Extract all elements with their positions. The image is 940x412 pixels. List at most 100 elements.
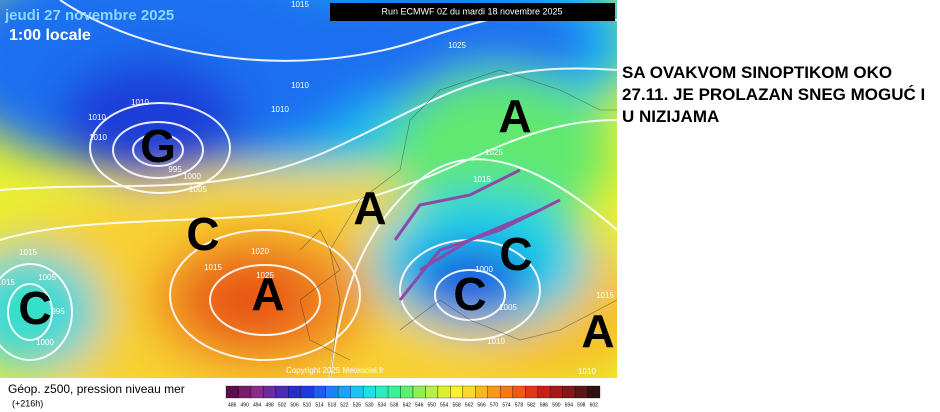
map-field: Run ECMWF 0Z du mardi 18 novembre 2025 j… [0,0,617,378]
isobar-label: 1010 [131,98,149,107]
center-letter: C [499,228,532,280]
isobar-label: 1010 [578,367,596,376]
colorbar-swatch [313,385,326,399]
center-letter: A [353,182,386,234]
date-label: jeudi 27 novembre 2025 [4,7,174,24]
isobar-label: 995 [168,165,182,174]
center-letter: C [18,282,51,334]
colorbar-label: 582 [527,402,536,408]
legend-title: Géop. z500, pression niveau mer [8,382,185,396]
colorbar-label: 554 [440,402,449,408]
pressure-centers: G C A A C C A C A [18,90,614,357]
isobar-label: 1020 [251,247,269,256]
colorbar-label: 490 [241,402,250,408]
colorbar-label: 538 [390,402,399,408]
center-letter: A [581,305,614,357]
colorbar-label: 590 [552,402,561,408]
isobar-label: 1015 [291,0,309,9]
colorbar-label: 522 [340,402,349,408]
colorbar-label: 586 [540,402,549,408]
center-letter: G [140,120,176,172]
colorbar-swatch [562,385,576,399]
colorbar-swatch [338,385,351,399]
colorbar-label: 602 [590,402,599,408]
colorbar-label: 566 [477,402,486,408]
colorbar-label: 510 [303,402,312,408]
colorbar-swatch [450,385,464,399]
isobar-label: 1005 [499,303,517,312]
colorbar-label: 502 [278,402,287,408]
colorbar-swatch [462,385,476,399]
isobar-label: 1010 [271,105,289,114]
colorbar-swatch [362,385,376,399]
colorbar-swatch [300,385,314,399]
isobar-label: 1010 [487,337,505,346]
colorbar-swatch [275,385,289,399]
coastlines [299,69,617,378]
center-letter: A [251,268,284,320]
isobar-label: 1015 [19,248,37,257]
colorbar: 486 490 494 498 502 506 510 514 518 522 526 530 534 5… [225,385,601,408]
colorbar-swatch [375,385,389,399]
time-label: 1:00 locale [9,27,91,44]
center-letter: A [498,90,531,142]
colorbar-swatch [400,385,414,399]
isobar-label: 1000 [36,338,54,347]
snow-lines [393,168,561,301]
colorbar-label: 574 [502,402,511,408]
legend-lead: (+216h) [12,398,43,408]
isobar-label: 995 [51,307,65,316]
colorbar-swatch [425,385,439,399]
isobar-lines [0,0,617,378]
colorbar-label: 506 [290,402,299,408]
isobar-labels: 1010 1010 1010 1010 1010 995 1000 1005 1… [0,0,614,376]
isobar-label: 1000 [183,172,201,181]
isobar-label: 1010 [291,81,309,90]
colorbar-label: 494 [253,402,262,408]
colorbar-swatch [512,385,526,399]
colorbar-swatch [263,385,277,399]
colorbar-label: 594 [565,402,574,408]
colorbar-swatch [587,385,601,399]
colorbar-swatch [325,385,339,399]
colorbar-swatch [525,385,538,399]
isobar-label: 1000 [475,265,493,274]
colorbar-swatch [537,385,551,399]
isobar-label: 1025 [256,271,274,280]
note: SA OVAKVOM SINOPTIKOM OKO 27.11. JE PROL… [622,63,926,126]
colorbar-label: 546 [415,402,424,408]
colorbar-swatch [288,385,301,399]
colorbar-swatch [437,385,451,399]
isobar-label: 1005 [38,273,56,282]
colorbar-label: 578 [515,402,524,408]
colorbar-label: 570 [490,402,499,408]
colorbar-swatch [387,385,401,399]
center-letter: C [186,208,219,260]
colorbar-label: 530 [365,402,374,408]
colorbar-label: 598 [577,402,586,408]
isobar-label: 1010 [88,113,106,122]
colorbar-label: 526 [353,402,362,408]
colorbar-label: 542 [403,402,412,408]
run-label: Run ECMWF 0Z du mardi 18 novembre 2025 [381,6,562,16]
isobar-label: 1010 [89,133,107,142]
colorbar-swatch [475,385,488,399]
colorbar-swatch [412,385,426,399]
colorbar-swatch [574,385,588,399]
colorbar-label: 558 [452,402,461,408]
colorbar-swatch [225,385,239,399]
center-letter: C [453,268,486,320]
isobar-label: 1005 [189,185,207,194]
colorbar-swatch [238,385,252,399]
colorbar-swatch [487,385,501,399]
colorbar-swatch [250,385,264,399]
colorbar-label: 534 [378,402,387,408]
isobar-label: 1025 [485,148,503,157]
colorbar-label: 486 [228,402,237,408]
colorbar-label: 514 [315,402,324,408]
isobar-label: 1015 [204,263,222,272]
colorbar-swatch [500,385,513,399]
colorbar-label: 550 [428,402,437,408]
isobar-label: 1015 [0,278,15,287]
